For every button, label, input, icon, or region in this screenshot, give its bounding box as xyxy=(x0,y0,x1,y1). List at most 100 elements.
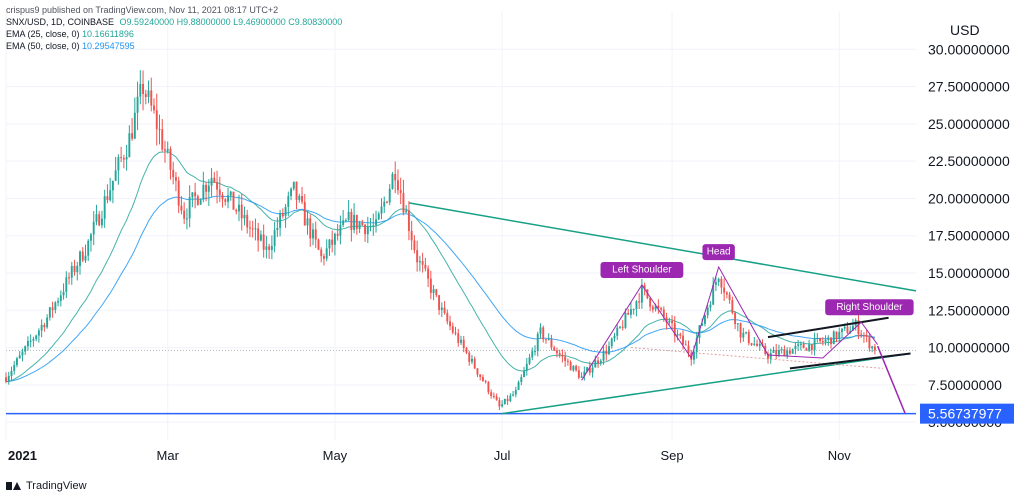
candle-body xyxy=(555,350,558,354)
candle-body xyxy=(388,188,391,203)
ema25-line: EMA (25, close, 0) 10.16611896 xyxy=(6,28,906,40)
candle-body xyxy=(542,327,545,340)
symbol-label[interactable]: SNX/USD, 1D, COINBASE xyxy=(6,17,115,27)
candle-body xyxy=(830,337,832,345)
candle-body xyxy=(216,182,219,190)
candle-body xyxy=(465,347,468,353)
candle-body xyxy=(498,400,501,407)
candle-body xyxy=(68,277,71,279)
candle-body xyxy=(73,265,76,273)
candle-body xyxy=(706,307,709,316)
candle-body xyxy=(643,285,646,290)
annotation-box xyxy=(825,299,914,316)
candle-body xyxy=(514,389,517,395)
candle-body xyxy=(62,291,65,296)
candle-body xyxy=(16,358,18,366)
candle-body xyxy=(386,201,388,203)
ema50-label[interactable]: EMA (50, close, 0) xyxy=(6,41,80,51)
annotation-box xyxy=(702,244,735,261)
y-tick-label: 25.00000000 xyxy=(928,116,1010,132)
annotation-box xyxy=(600,261,684,278)
candle-body xyxy=(322,256,325,259)
candle-body xyxy=(594,360,597,368)
candle-body xyxy=(183,210,186,219)
candle-body xyxy=(619,326,621,328)
candle-body xyxy=(224,199,227,202)
candle-body xyxy=(843,326,846,329)
candle-body xyxy=(174,177,177,181)
candle-body xyxy=(312,229,314,239)
annotation-label: Left Shoulder xyxy=(612,265,672,276)
candle-body xyxy=(377,213,380,220)
candle-body xyxy=(391,173,394,189)
candle-body xyxy=(372,225,375,227)
candle-body xyxy=(553,347,556,351)
candle-body xyxy=(366,226,369,235)
y-tick-label: 27.50000000 xyxy=(928,79,1010,95)
candle-body xyxy=(150,90,153,106)
candle-body xyxy=(191,192,194,198)
footer: TradingView xyxy=(6,478,87,494)
candle-body xyxy=(229,191,232,196)
candle-body xyxy=(525,363,528,371)
candle-body xyxy=(758,343,761,346)
candle-body xyxy=(528,357,531,364)
candle-body xyxy=(243,214,246,219)
candle-body xyxy=(701,323,704,326)
candle-body xyxy=(591,367,594,373)
candle-body xyxy=(306,218,309,226)
candle-body xyxy=(777,350,780,355)
candle-body xyxy=(54,302,57,310)
candle-body xyxy=(254,228,257,230)
candle-body xyxy=(824,339,827,342)
candle-body xyxy=(84,255,87,261)
candle-body xyxy=(70,265,73,278)
chart-grid xyxy=(5,12,916,440)
candle-body xyxy=(221,194,224,200)
y-tick-label: 22.50000000 xyxy=(928,153,1010,169)
candle-body xyxy=(550,339,553,348)
candle-body xyxy=(632,309,635,311)
candle-body xyxy=(353,214,356,230)
candle-body xyxy=(317,239,320,250)
lower-trendline xyxy=(502,352,911,415)
candle-body xyxy=(640,285,643,303)
candle-body xyxy=(871,346,874,349)
candle-body xyxy=(114,170,117,181)
candle-body xyxy=(577,370,580,378)
candle-body xyxy=(503,398,506,405)
ema25-label[interactable]: EMA (25, close, 0) xyxy=(6,29,80,39)
candle-body xyxy=(40,324,43,331)
tradingview-logo-icon xyxy=(6,481,22,491)
candle-body xyxy=(238,204,240,212)
candle-body xyxy=(205,184,208,192)
candles xyxy=(5,70,876,410)
candle-body xyxy=(90,234,92,241)
candle-body xyxy=(520,377,523,383)
footer-brand[interactable]: TradingView xyxy=(26,480,87,492)
candle-body xyxy=(188,197,191,219)
candle-body xyxy=(627,312,630,315)
candle-body xyxy=(797,344,800,346)
price-label-box xyxy=(920,403,1014,424)
candle-body xyxy=(703,315,706,324)
candle-body xyxy=(668,320,671,323)
currency-label[interactable]: USD xyxy=(950,22,980,38)
candle-body xyxy=(122,158,125,160)
candle-body xyxy=(720,278,723,288)
candle-body xyxy=(161,129,164,150)
candle-body xyxy=(155,110,158,129)
candle-body xyxy=(142,83,145,94)
candle-body xyxy=(257,228,260,241)
candle-body xyxy=(539,327,542,334)
candle-body xyxy=(350,211,353,230)
candle-body xyxy=(712,284,715,305)
x-tick-label: Jul xyxy=(494,448,511,463)
candle-body xyxy=(292,181,295,189)
candle-body xyxy=(185,218,188,220)
candle-body xyxy=(100,218,103,226)
dotted-guide xyxy=(630,347,884,369)
candle-body xyxy=(37,330,40,336)
candle-body xyxy=(473,358,476,369)
